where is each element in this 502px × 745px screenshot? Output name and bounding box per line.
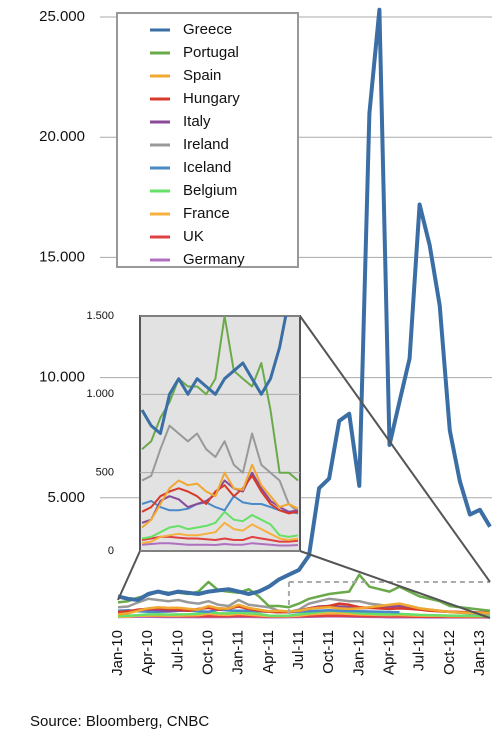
inset-series-line xyxy=(141,495,299,515)
y-tick-label: 10.000 xyxy=(39,369,85,386)
inset-series-line xyxy=(140,316,288,435)
legend-label: France xyxy=(183,205,230,222)
x-tick-label: Oct-10 xyxy=(199,630,216,675)
legend-label: Hungary xyxy=(183,90,240,107)
series-line xyxy=(117,609,490,618)
x-tick-label: Jan-10 xyxy=(109,630,126,676)
inset-series-line xyxy=(141,424,299,513)
x-tick-label: Jul-12 xyxy=(411,630,428,671)
x-tick-label: Jul-10 xyxy=(169,630,186,671)
y-tick-label: 20.000 xyxy=(39,128,85,145)
source-note: Source: Bloomberg, CNBC xyxy=(30,713,209,730)
inset-series-line xyxy=(141,535,299,543)
zoom-connector xyxy=(117,550,141,601)
x-tick-label: Oct-12 xyxy=(441,630,458,675)
x-tick-label: Jan-11 xyxy=(230,630,247,675)
legend-label: Spain xyxy=(183,67,221,84)
inset-series-line xyxy=(141,542,299,547)
x-tick-label: Oct-11 xyxy=(320,630,337,674)
legend-label: Ireland xyxy=(183,136,229,153)
x-tick-label: Apr-10 xyxy=(139,630,156,675)
zoom-connector xyxy=(299,550,491,619)
inset-y-tick-label: 1.500 xyxy=(86,310,114,322)
legend-label: Iceland xyxy=(183,159,231,176)
legend-label: Greece xyxy=(183,21,232,38)
inset-y-tick-label: 500 xyxy=(96,467,114,479)
x-tick-label: Jan-12 xyxy=(350,630,367,676)
y-tick-label: 5.000 xyxy=(47,489,85,506)
inset-lines xyxy=(140,316,299,547)
y-tick-label: 15.000 xyxy=(39,248,85,265)
inset-series-line xyxy=(141,521,299,545)
legend-label: Portugal xyxy=(183,44,239,61)
x-tick-label: Apr-11 xyxy=(260,630,277,674)
legend-box xyxy=(116,12,299,268)
zoom-connector xyxy=(299,315,491,583)
legend-label: Belgium xyxy=(183,182,237,199)
x-tick-label: Jul-11 xyxy=(290,630,307,670)
inset-y-tick-label: 0 xyxy=(108,545,114,557)
inset-y-tick-label: 1.000 xyxy=(86,388,114,400)
series-line xyxy=(117,602,491,616)
legend-label: Italy xyxy=(183,113,211,130)
x-tick-label: Apr-12 xyxy=(380,630,397,675)
inset-series-line xyxy=(141,510,299,540)
inset-series-line xyxy=(141,463,299,529)
x-tick-label: Jan-13 xyxy=(471,630,488,676)
legend-label: Germany xyxy=(183,251,245,268)
series-line xyxy=(117,7,492,602)
y-tick-label: 25.000 xyxy=(39,8,85,25)
legend-label: UK xyxy=(183,228,204,245)
